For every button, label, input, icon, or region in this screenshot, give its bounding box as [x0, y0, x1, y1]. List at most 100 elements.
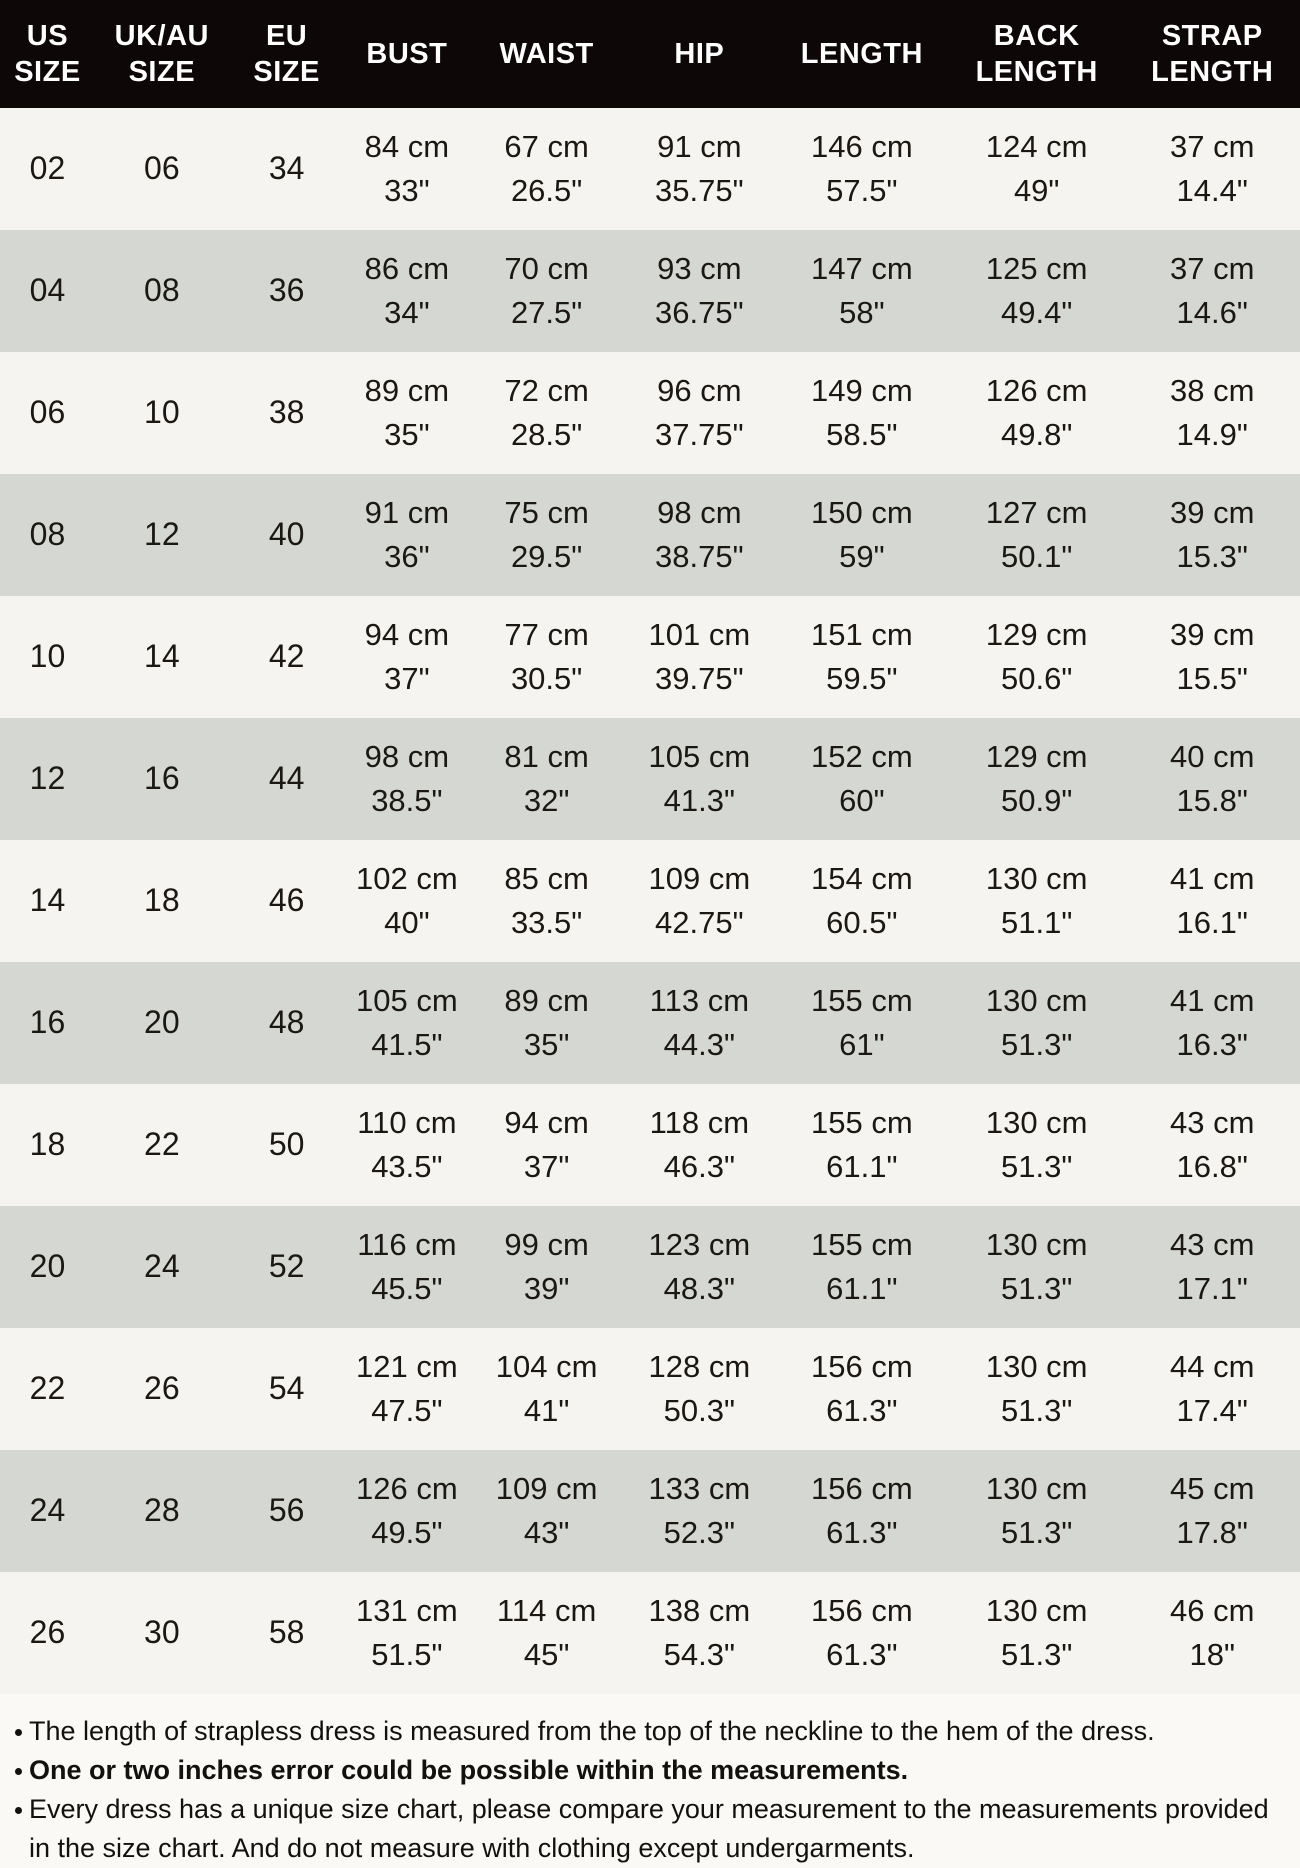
cell-back-length: 130 cm 51.3" — [985, 1348, 1088, 1428]
table-row: 22 26 54 121 cm 47.5" 104 cm 41" 128 cm 50.3"… — [0, 1328, 1300, 1450]
cell-us-size: 22 — [29, 1370, 66, 1407]
column-header-back-length: BACK LENGTH — [948, 0, 1125, 108]
table-body: 02 06 34 84 cm 33" 67 cm 26.5" 91 cm 35.75" 14… — [0, 108, 1300, 1694]
column-header-hip: HIP — [623, 0, 775, 108]
size-chart-table: US SIZE UK/AU SIZE EU SIZE BUST WAIST HIP LENG… — [0, 0, 1300, 1694]
cell-eu-size: 44 — [268, 760, 305, 797]
cell-back-length: 124 cm 49" — [985, 128, 1088, 208]
cell-hip: 96 cm 37.75" — [655, 372, 744, 452]
cell-us-size: 14 — [29, 882, 66, 919]
cell-hip: 93 cm 36.75" — [655, 250, 744, 330]
cell-back-length: 125 cm 49.4" — [985, 250, 1088, 330]
cell-waist: 89 cm 35" — [504, 982, 589, 1062]
cell-hip: 101 cm 39.75" — [648, 616, 751, 696]
column-header-waist: WAIST — [469, 0, 624, 108]
cell-bust: 94 cm 37" — [364, 616, 450, 696]
cell-uk-au-size: 14 — [144, 638, 180, 675]
cell-length: 150 cm 59" — [811, 494, 913, 574]
cell-eu-size: 56 — [268, 1492, 305, 1529]
cell-bust: 116 cm 45.5" — [357, 1226, 457, 1306]
cell-waist: 75 cm 29.5" — [504, 494, 589, 574]
cell-strap-length: 37 cm 14.4" — [1170, 128, 1255, 208]
cell-bust: 89 cm 35" — [364, 372, 450, 452]
cell-hip: 105 cm 41.3" — [648, 738, 751, 818]
cell-strap-length: 39 cm 15.3" — [1170, 494, 1255, 574]
cell-uk-au-size: 12 — [144, 516, 180, 553]
cell-strap-length: 39 cm 15.5" — [1170, 616, 1255, 696]
note: Every dress has a unique size chart, ple… — [12, 1790, 1286, 1868]
table-row: 10 14 42 94 cm 37" 77 cm 30.5" 101 cm 39.75" 1… — [0, 596, 1300, 718]
cell-hip: 98 cm 38.75" — [655, 494, 744, 574]
cell-back-length: 130 cm 51.3" — [985, 1470, 1088, 1550]
cell-uk-au-size: 06 — [144, 150, 180, 187]
cell-uk-au-size: 28 — [144, 1492, 180, 1529]
cell-eu-size: 52 — [268, 1248, 305, 1285]
cell-uk-au-size: 18 — [144, 882, 180, 919]
cell-bust: 131 cm 51.5" — [356, 1592, 458, 1672]
table-row: 26 30 58 131 cm 51.5" 114 cm 45" 138 cm 54.3"… — [0, 1572, 1300, 1694]
note-text: The length of strapless dress is measure… — [29, 1716, 1155, 1746]
cell-bust: 102 cm 40" — [356, 860, 458, 940]
cell-eu-size: 48 — [268, 1004, 305, 1041]
cell-length: 151 cm 59.5" — [811, 616, 913, 696]
cell-strap-length: 41 cm 16.3" — [1170, 982, 1255, 1062]
cell-eu-size: 34 — [268, 150, 305, 187]
header-row: US SIZE UK/AU SIZE EU SIZE BUST WAIST HIP LENG… — [0, 0, 1300, 108]
cell-back-length: 130 cm 51.3" — [985, 1104, 1088, 1184]
column-header-strap-length: STRAP LENGTH — [1124, 0, 1300, 108]
cell-waist: 81 cm 32" — [504, 738, 589, 818]
cell-hip: 109 cm 42.75" — [648, 860, 751, 940]
table-row: 02 06 34 84 cm 33" 67 cm 26.5" 91 cm 35.75" 14… — [0, 108, 1300, 230]
cell-hip: 118 cm 46.3" — [649, 1104, 750, 1184]
table-row: 18 22 50 110 cm 43.5" 94 cm 37" 118 cm 46.3" 1… — [0, 1084, 1300, 1206]
cell-length: 156 cm 61.3" — [811, 1348, 913, 1428]
cell-us-size: 10 — [29, 638, 66, 675]
cell-length: 156 cm 61.3" — [811, 1470, 913, 1550]
cell-waist: 109 cm 43" — [495, 1470, 598, 1550]
cell-strap-length: 38 cm 14.9" — [1170, 372, 1255, 452]
cell-back-length: 130 cm 51.3" — [985, 982, 1088, 1062]
cell-strap-length: 37 cm 14.6" — [1170, 250, 1255, 330]
cell-hip: 128 cm 50.3" — [648, 1348, 751, 1428]
cell-us-size: 26 — [29, 1614, 66, 1651]
cell-bust: 98 cm 38.5" — [364, 738, 450, 818]
cell-eu-size: 58 — [268, 1614, 305, 1651]
cell-strap-length: 46 cm 18" — [1170, 1592, 1255, 1672]
cell-uk-au-size: 24 — [144, 1248, 180, 1285]
cell-strap-length: 45 cm 17.8" — [1170, 1470, 1255, 1550]
cell-eu-size: 42 — [268, 638, 305, 675]
table-row: 20 24 52 116 cm 45.5" 99 cm 39" 123 cm 48.3" 1… — [0, 1206, 1300, 1328]
cell-back-length: 129 cm 50.6" — [985, 616, 1088, 696]
cell-us-size: 20 — [29, 1248, 66, 1285]
cell-bust: 126 cm 49.5" — [356, 1470, 458, 1550]
note-text: One or two inches error could be possibl… — [29, 1755, 909, 1785]
column-header-uk-au-size: UK/AU SIZE — [94, 0, 229, 108]
cell-strap-length: 43 cm 17.1" — [1170, 1226, 1255, 1306]
note-text: Every dress has a unique size chart, ple… — [29, 1794, 1269, 1863]
cell-waist: 72 cm 28.5" — [504, 372, 589, 452]
cell-us-size: 02 — [29, 150, 66, 187]
table-row: 24 28 56 126 cm 49.5" 109 cm 43" 133 cm 52.3"… — [0, 1450, 1300, 1572]
notes: The length of strapless dress is measure… — [0, 1694, 1300, 1868]
cell-strap-length: 44 cm 17.4" — [1170, 1348, 1255, 1428]
cell-length: 154 cm 60.5" — [811, 860, 913, 940]
cell-strap-length: 43 cm 16.8" — [1170, 1104, 1255, 1184]
cell-waist: 70 cm 27.5" — [504, 250, 589, 330]
cell-back-length: 127 cm 50.1" — [985, 494, 1088, 574]
cell-back-length: 130 cm 51.1" — [985, 860, 1088, 940]
note: One or two inches error could be possibl… — [12, 1751, 1286, 1790]
note-bullet — [15, 1768, 22, 1775]
cell-eu-size: 46 — [268, 882, 305, 919]
note-bullet — [15, 1729, 22, 1736]
cell-bust: 105 cm 41.5" — [356, 982, 458, 1062]
cell-length: 156 cm 61.3" — [811, 1592, 913, 1672]
cell-bust: 86 cm 34" — [364, 250, 450, 330]
cell-length: 152 cm 60" — [811, 738, 913, 818]
cell-us-size: 24 — [29, 1492, 66, 1529]
cell-eu-size: 54 — [268, 1370, 305, 1407]
cell-uk-au-size: 26 — [144, 1370, 180, 1407]
cell-bust: 121 cm 47.5" — [356, 1348, 458, 1428]
cell-waist: 67 cm 26.5" — [504, 128, 589, 208]
cell-us-size: 12 — [29, 760, 66, 797]
cell-us-size: 18 — [29, 1126, 66, 1163]
